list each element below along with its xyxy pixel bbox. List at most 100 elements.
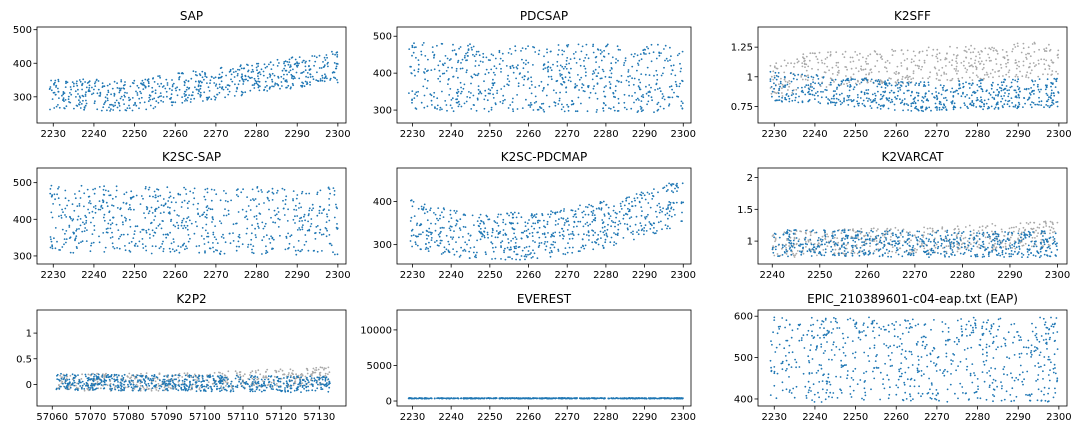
data-point	[649, 223, 652, 226]
data-point	[192, 70, 195, 73]
data-point	[213, 189, 216, 191]
data-point	[1038, 96, 1040, 99]
data-point	[507, 238, 509, 240]
data-point	[290, 73, 293, 76]
data-point	[944, 58, 946, 61]
data-point	[491, 242, 494, 245]
data-point	[268, 199, 270, 202]
data-point	[512, 237, 514, 240]
data-point	[534, 222, 537, 225]
data-point	[983, 103, 986, 106]
data-point	[594, 56, 597, 59]
data-point	[464, 226, 467, 229]
data-point	[990, 105, 993, 108]
data-point	[522, 62, 525, 64]
data-point	[257, 72, 259, 75]
data-point	[669, 201, 672, 204]
data-point	[995, 94, 997, 97]
data-point	[991, 68, 994, 71]
x-tick-label: 2260	[516, 129, 541, 140]
data-point	[1014, 106, 1016, 108]
data-point	[460, 62, 462, 64]
data-point	[991, 247, 994, 250]
data-point	[473, 246, 476, 249]
data-point	[885, 97, 888, 99]
data-point	[898, 240, 901, 242]
data-point	[206, 205, 209, 207]
data-point	[907, 234, 910, 237]
data-point	[1000, 81, 1003, 84]
data-point	[645, 85, 647, 88]
data-point	[430, 99, 433, 102]
data-point	[226, 84, 229, 86]
data-point	[796, 250, 799, 252]
data-point	[464, 241, 467, 244]
data-point	[1025, 222, 1028, 224]
data-point	[304, 62, 307, 64]
data-point	[480, 232, 482, 235]
data-point	[89, 250, 92, 253]
data-point	[201, 227, 204, 229]
data-point	[1033, 65, 1036, 68]
data-point	[449, 88, 452, 90]
data-point	[891, 240, 894, 243]
data-point	[914, 54, 917, 57]
data-point	[865, 97, 868, 99]
data-point	[915, 251, 917, 254]
data-point	[182, 243, 185, 246]
data-point	[48, 88, 51, 90]
data-point	[608, 76, 611, 79]
data-point	[995, 102, 998, 105]
data-point	[931, 54, 934, 57]
data-point	[502, 94, 505, 97]
data-point	[588, 96, 591, 99]
data-point	[84, 95, 87, 97]
data-point	[797, 73, 800, 76]
data-point	[484, 251, 487, 254]
data-point	[781, 83, 784, 86]
data-point	[884, 252, 886, 255]
data-point	[936, 109, 938, 111]
data-point	[567, 71, 570, 74]
data-point	[817, 68, 819, 71]
data-point	[874, 97, 877, 100]
data-point	[1001, 97, 1004, 100]
data-point	[1001, 84, 1004, 86]
data-point	[152, 195, 154, 198]
data-point	[991, 46, 993, 49]
data-point	[420, 101, 423, 104]
data-point	[263, 225, 266, 228]
data-point	[930, 249, 933, 252]
data-point	[235, 245, 238, 248]
data-point	[55, 105, 58, 108]
data-point	[517, 212, 520, 215]
data-point	[634, 204, 637, 207]
data-point	[977, 230, 980, 232]
data-point	[784, 80, 787, 83]
data-point	[477, 88, 480, 91]
data-point	[459, 46, 462, 48]
data-point	[648, 52, 651, 55]
data-point	[64, 207, 67, 210]
data-point	[603, 234, 606, 236]
data-point	[272, 64, 275, 66]
data-point	[336, 81, 339, 84]
data-point	[1050, 226, 1053, 229]
data-point	[181, 219, 184, 222]
data-point	[891, 54, 894, 56]
data-point	[507, 107, 510, 109]
data-point	[319, 79, 322, 82]
data-point	[945, 250, 948, 253]
data-point	[304, 219, 306, 222]
data-point	[939, 84, 942, 86]
data-point	[801, 62, 804, 64]
data-point	[296, 194, 299, 196]
data-point	[65, 241, 67, 244]
data-point	[279, 234, 281, 237]
data-point	[990, 83, 993, 86]
data-point	[498, 49, 501, 52]
data-point	[69, 101, 72, 104]
data-point	[526, 78, 529, 81]
data-point	[581, 211, 584, 214]
data-point	[552, 63, 554, 66]
